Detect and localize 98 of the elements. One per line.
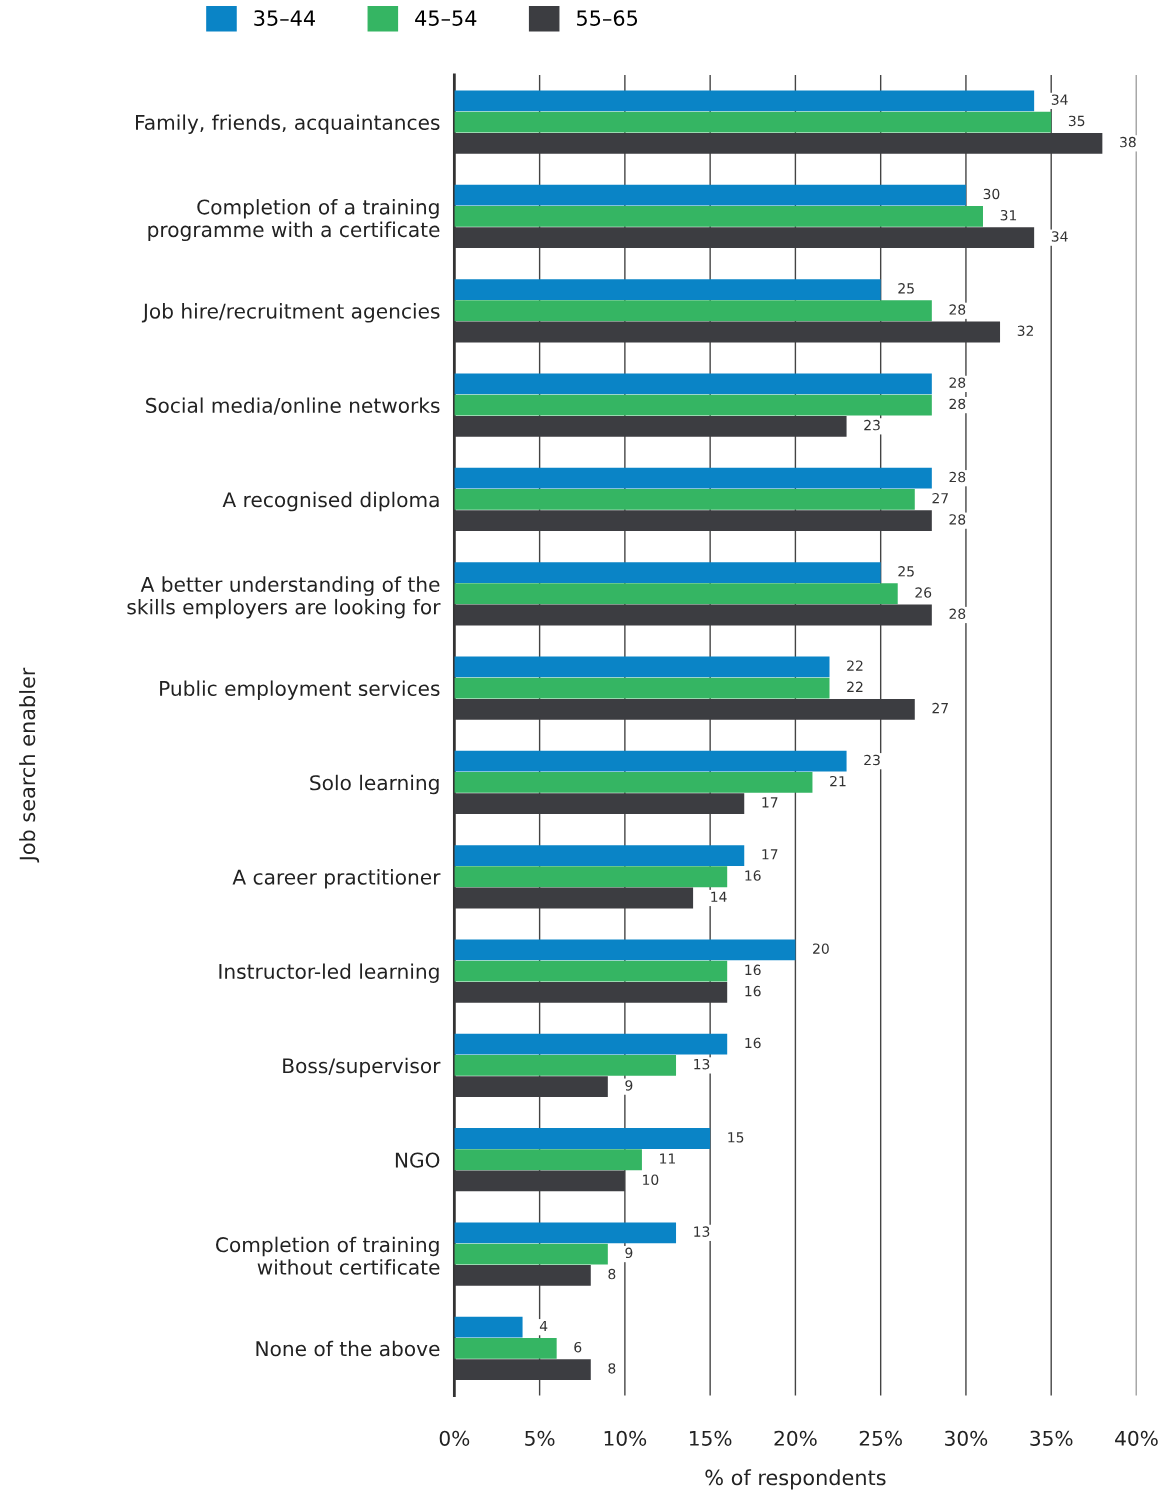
y-tick-label: Family, friends, acquaintances (136, 114, 440, 134)
data-label: 28 (949, 514, 966, 525)
y-tick-label: A recognised diploma (222, 491, 439, 512)
bar (454, 845, 745, 866)
data-label: 21 (830, 775, 846, 787)
data-label: 20 (813, 943, 829, 954)
data-label: 17 (762, 797, 778, 808)
bar (454, 1316, 523, 1338)
bar (454, 111, 1052, 133)
bar (454, 279, 881, 300)
bar (454, 750, 847, 772)
y-tick-label: Instructor-led learning (219, 963, 439, 983)
bar (454, 866, 728, 888)
data-label: 35 (1068, 115, 1085, 127)
data-label: 25 (898, 566, 914, 577)
data-label: 16 (745, 870, 761, 881)
data-label: 8 (608, 1268, 616, 1280)
bar (454, 939, 796, 961)
y-tick-label: None of the above (256, 1340, 440, 1357)
bar (454, 1338, 557, 1359)
data-label: 28 (949, 304, 966, 315)
data-label: 28 (949, 398, 966, 410)
data-label: 23 (864, 754, 880, 766)
data-label: 28 (949, 608, 966, 620)
bar (454, 300, 932, 322)
bar (454, 394, 932, 416)
x-tick-label: 10% (604, 1430, 647, 1446)
y-tick-label: NGO (395, 1152, 440, 1168)
y-tick-label: Boss/supervisor (283, 1057, 441, 1078)
data-label: 34 (1051, 231, 1068, 242)
y-axis-title: Job search enabler (19, 667, 40, 863)
data-label: 26 (915, 587, 932, 598)
y-tick-label: Public employment services (160, 680, 440, 700)
bar (454, 1149, 642, 1171)
y-tick-label: Completion of a training programme with a certificate (148, 199, 440, 242)
y-tick-label: Completion of training without certificate (216, 1236, 440, 1275)
data-label: 4 (539, 1320, 548, 1332)
x-tick-label: 30% (945, 1430, 988, 1446)
x-tick-label: 15% (689, 1430, 732, 1446)
bar (454, 206, 983, 227)
data-label: 34 (1051, 94, 1068, 105)
data-label: 30 (983, 188, 1000, 200)
data-label: 9 (625, 1247, 633, 1259)
bar (454, 90, 1035, 112)
data-label: 31 (1000, 209, 1017, 221)
bar (454, 772, 813, 793)
bar (454, 467, 932, 489)
x-tick-label: 35% (1030, 1430, 1073, 1446)
y-tick-label: Job hire/recruitment agencies (141, 303, 440, 323)
legend-label: 55–65 (577, 10, 638, 26)
data-label: 22 (847, 681, 863, 692)
data-label: 27 (932, 702, 948, 714)
y-tick-label: A better understanding of the skills employers are looking for (127, 576, 441, 619)
x-tick-label: 20% (774, 1430, 817, 1446)
y-tick-label: Social media/online networks (146, 397, 440, 415)
bar (454, 677, 830, 699)
data-label: 13 (694, 1226, 710, 1237)
bar (454, 184, 966, 206)
bar (454, 1033, 728, 1055)
data-label: 8 (608, 1363, 616, 1374)
bar (454, 1055, 677, 1076)
x-tick-label: 0% (439, 1430, 470, 1446)
data-label: 16 (745, 985, 761, 997)
legend-label: 45–54 (415, 10, 477, 26)
bar (454, 562, 881, 583)
data-label: 23 (864, 419, 880, 431)
bar (454, 960, 728, 982)
data-label: 13 (694, 1058, 710, 1070)
data-label: 17 (762, 849, 778, 860)
data-label: 38 (1120, 136, 1136, 148)
data-label: 27 (932, 492, 948, 504)
data-label: 22 (847, 660, 863, 671)
x-tick-label: 40% (1115, 1430, 1158, 1446)
bar (454, 1222, 677, 1244)
x-axis-title: % of respondents (705, 1469, 886, 1490)
data-label: 14 (711, 891, 727, 902)
data-label: 16 (745, 1037, 761, 1049)
bar (454, 656, 830, 678)
data-label: 16 (745, 964, 761, 976)
data-label: 32 (1017, 325, 1033, 337)
bar (454, 1128, 711, 1149)
data-label: 6 (574, 1341, 582, 1353)
y-tick-label: Solo learning (310, 774, 439, 795)
bar (454, 373, 932, 395)
x-tick-label: 5% (525, 1430, 555, 1446)
bar (454, 489, 915, 510)
data-label: 28 (949, 377, 966, 388)
data-label: 11 (660, 1153, 675, 1164)
bar (454, 583, 898, 605)
data-label: 9 (625, 1080, 633, 1091)
legend-label: 35–44 (254, 10, 315, 26)
data-label: 28 (949, 471, 966, 483)
x-tick-label: 25% (859, 1430, 902, 1446)
bar (454, 1243, 608, 1265)
data-label: 15 (728, 1132, 744, 1143)
y-tick-label: A career practitioner (232, 869, 441, 889)
data-label: 10 (643, 1174, 659, 1185)
data-label: 25 (898, 283, 914, 294)
